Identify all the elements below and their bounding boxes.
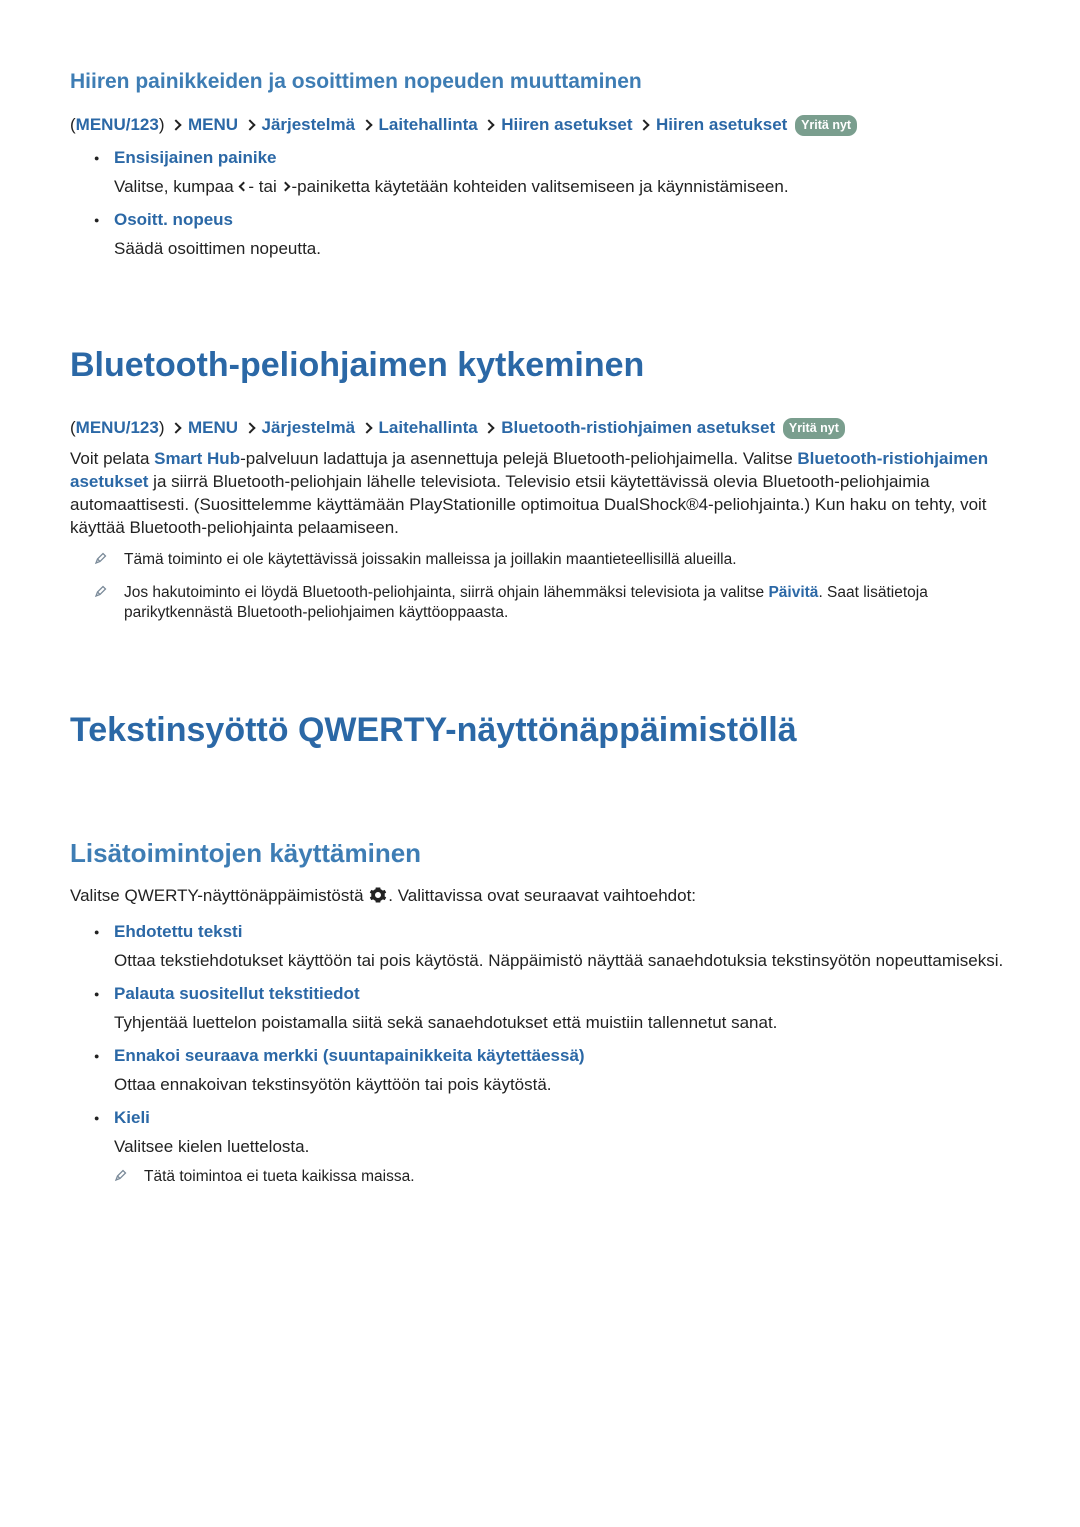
try-now-badge[interactable]: Yritä nyt — [795, 115, 857, 136]
note-text: Tätä toimintoa ei tueta kaikissa maissa. — [144, 1168, 415, 1185]
pencil-icon — [94, 584, 108, 605]
option-title-reset-text: Palauta suositellut tekstitiedot — [114, 983, 1010, 1006]
text: -painiketta käytetään kohteiden valitsem… — [291, 177, 788, 196]
breadcrumb-bluetooth: (MENU/123) MENU Järjestelmä Laitehallint… — [70, 417, 1010, 440]
text: -palveluun ladattuja ja asennettuja pele… — [240, 449, 797, 468]
section3-heading: Tekstinsyöttö QWERTY-näyttönäppäimistöll… — [70, 708, 1010, 754]
paren-close: ) — [159, 115, 165, 134]
chevron-right-icon — [171, 422, 182, 433]
text: Valitse, kumpaa — [114, 177, 238, 196]
bc-part-2: Järjestelmä — [261, 418, 355, 437]
smart-hub-link: Smart Hub — [154, 449, 240, 468]
chevron-right-icon — [281, 182, 291, 192]
list-item: Ennakoi seuraava merkki (suuntapainikkei… — [94, 1045, 1010, 1097]
option-desc: Ottaa tekstiehdotukset käyttöön tai pois… — [114, 950, 1010, 973]
bc-part-2: Järjestelmä — [261, 115, 355, 134]
bc-part-5: Hiiren asetukset — [656, 115, 787, 134]
option-title-pointer-speed: Osoitt. nopeus — [114, 209, 1010, 232]
list-item: Ensisijainen painike Valitse, kumpaa - t… — [94, 147, 1010, 199]
list-item: Palauta suositellut tekstitiedot Tyhjent… — [94, 983, 1010, 1035]
section2-heading: Bluetooth-peliohjaimen kytkeminen — [70, 343, 1010, 389]
text: - tai — [248, 177, 281, 196]
note-item: Tätä toimintoa ei tueta kaikissa maissa. — [114, 1167, 1010, 1188]
chevron-right-icon — [361, 120, 372, 131]
bc-part-3: Laitehallinta — [379, 418, 478, 437]
refresh-link: Päivitä — [768, 584, 818, 601]
mouse-options-list: Ensisijainen painike Valitse, kumpaa - t… — [94, 147, 1010, 261]
try-now-badge[interactable]: Yritä nyt — [783, 418, 845, 439]
pencil-icon — [94, 551, 108, 572]
bc-part-4: Bluetooth-ristiohjaimen asetukset — [501, 418, 775, 437]
option-title-primary-button: Ensisijainen painike — [114, 147, 1010, 170]
note-text: Tämä toiminto ei ole käytettävissä joiss… — [124, 551, 737, 568]
language-subnote: Tätä toimintoa ei tueta kaikissa maissa. — [114, 1167, 1010, 1188]
chevron-right-icon — [484, 422, 495, 433]
text: Valitse QWERTY-näyttönäppäimistöstä — [70, 886, 368, 905]
bluetooth-notes: Tämä toiminto ei ole käytettävissä joiss… — [94, 550, 1010, 625]
bc-part-0: MENU/123 — [76, 115, 159, 134]
option-desc: Valitse, kumpaa - tai -painiketta käytet… — [114, 176, 1010, 199]
list-item: Ehdotettu teksti Ottaa tekstiehdotukset … — [94, 921, 1010, 973]
option-title-language: Kieli — [114, 1107, 1010, 1130]
bc-part-1: MENU — [188, 115, 238, 134]
note-item: Tämä toiminto ei ole käytettävissä joiss… — [94, 550, 1010, 571]
chevron-right-icon — [244, 422, 255, 433]
section1-heading: Hiiren painikkeiden ja osoittimen nopeud… — [70, 68, 1010, 96]
chevron-right-icon — [171, 120, 182, 131]
option-title-suggested-text: Ehdotettu teksti — [114, 921, 1010, 944]
section3-sub-heading: Lisätoimintojen käyttäminen — [70, 836, 1010, 871]
text: ja siirrä Bluetooth-peliohjain lähelle t… — [70, 472, 987, 537]
option-desc: Säädä osoittimen nopeutta. — [114, 238, 1010, 261]
option-desc: Valitsee kielen luettelosta. — [114, 1136, 1010, 1159]
qwerty-options-list: Ehdotettu teksti Ottaa tekstiehdotukset … — [94, 921, 1010, 1187]
text: . Valittavissa ovat seuraavat vaihtoehdo… — [388, 886, 696, 905]
note-text: Jos hakutoiminto ei löydä Bluetooth-peli… — [124, 584, 928, 622]
note-item: Jos hakutoiminto ei löydä Bluetooth-peli… — [94, 583, 1010, 625]
list-item: Osoitt. nopeus Säädä osoittimen nopeutta… — [94, 209, 1010, 261]
bc-part-3: Laitehallinta — [379, 115, 478, 134]
chevron-right-icon — [244, 120, 255, 131]
paren-close: ) — [159, 418, 165, 437]
chevron-right-icon — [484, 120, 495, 131]
option-desc: Tyhjentää luettelon poistamalla siitä se… — [114, 1012, 1010, 1035]
bc-part-1: MENU — [188, 418, 238, 437]
option-title-predict-next: Ennakoi seuraava merkki (suuntapainikkei… — [114, 1045, 1010, 1068]
bc-part-0: MENU/123 — [76, 418, 159, 437]
chevron-right-icon — [361, 422, 372, 433]
option-desc: Ottaa ennakoivan tekstinsyötön käyttöön … — [114, 1074, 1010, 1097]
pencil-icon — [114, 1168, 128, 1189]
breadcrumb-mouse: (MENU/123) MENU Järjestelmä Laitehallint… — [70, 114, 1010, 137]
text: Voit pelata — [70, 449, 154, 468]
qwerty-intro: Valitse QWERTY-näyttönäppäimistöstä . Va… — [70, 885, 1010, 911]
bluetooth-paragraph: Voit pelata Smart Hub-palveluun ladattuj… — [70, 448, 1010, 540]
bc-part-4: Hiiren asetukset — [501, 115, 632, 134]
text: Jos hakutoiminto ei löydä Bluetooth-peli… — [124, 584, 768, 601]
list-item: Kieli Valitsee kielen luettelosta. Tätä … — [94, 1107, 1010, 1188]
gear-icon — [369, 886, 387, 911]
chevron-right-icon — [639, 120, 650, 131]
